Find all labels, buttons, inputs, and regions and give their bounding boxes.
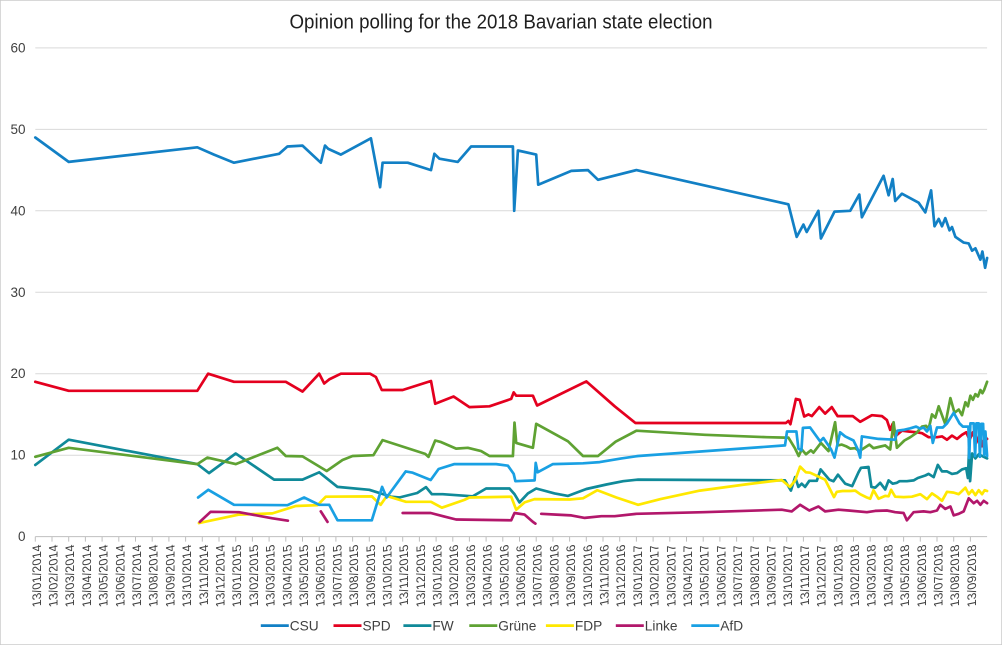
svg-text:50: 50 xyxy=(10,122,25,137)
svg-text:Linke: Linke xyxy=(645,618,678,633)
svg-text:13/04/2018: 13/04/2018 xyxy=(882,543,896,608)
svg-text:13/07/2016: 13/07/2016 xyxy=(531,543,545,608)
svg-text:13/03/2014: 13/03/2014 xyxy=(63,543,77,608)
svg-text:13/03/2016: 13/03/2016 xyxy=(464,543,478,608)
svg-text:13/09/2016: 13/09/2016 xyxy=(564,543,578,608)
svg-text:13/12/2014: 13/12/2014 xyxy=(214,543,228,608)
svg-text:13/04/2017: 13/04/2017 xyxy=(681,543,695,608)
svg-text:13/10/2014: 13/10/2014 xyxy=(180,543,194,608)
svg-text:13/12/2017: 13/12/2017 xyxy=(815,543,829,608)
svg-text:Opinion polling for the 2018 B: Opinion polling for the 2018 Bavarian st… xyxy=(290,12,713,34)
svg-text:13/01/2014: 13/01/2014 xyxy=(30,543,44,608)
svg-text:13/05/2018: 13/05/2018 xyxy=(898,543,912,608)
svg-text:13/07/2015: 13/07/2015 xyxy=(331,543,345,608)
svg-text:20: 20 xyxy=(10,366,25,381)
svg-text:13/02/2016: 13/02/2016 xyxy=(447,543,461,608)
svg-text:13/05/2016: 13/05/2016 xyxy=(497,543,511,608)
svg-text:13/02/2017: 13/02/2017 xyxy=(648,543,662,608)
svg-text:13/12/2015: 13/12/2015 xyxy=(414,543,428,608)
svg-text:13/10/2017: 13/10/2017 xyxy=(781,543,795,608)
svg-text:10: 10 xyxy=(10,448,25,463)
svg-text:13/08/2017: 13/08/2017 xyxy=(748,543,762,608)
svg-text:13/02/2015: 13/02/2015 xyxy=(247,543,261,608)
svg-text:0: 0 xyxy=(18,529,26,544)
svg-text:CSU: CSU xyxy=(290,618,319,633)
svg-text:13/04/2016: 13/04/2016 xyxy=(481,543,495,608)
svg-text:13/02/2014: 13/02/2014 xyxy=(47,543,61,608)
svg-text:13/07/2018: 13/07/2018 xyxy=(932,543,946,608)
svg-text:FDP: FDP xyxy=(575,618,602,633)
svg-text:13/06/2014: 13/06/2014 xyxy=(113,543,127,608)
svg-text:13/01/2015: 13/01/2015 xyxy=(230,543,244,608)
svg-text:13/03/2015: 13/03/2015 xyxy=(264,543,278,608)
svg-text:13/04/2015: 13/04/2015 xyxy=(280,543,294,608)
svg-text:13/09/2015: 13/09/2015 xyxy=(364,543,378,608)
svg-text:13/06/2015: 13/06/2015 xyxy=(314,543,328,608)
svg-text:13/05/2015: 13/05/2015 xyxy=(297,543,311,608)
svg-text:13/09/2017: 13/09/2017 xyxy=(765,543,779,608)
svg-text:SPD: SPD xyxy=(363,618,391,633)
svg-text:13/01/2018: 13/01/2018 xyxy=(831,543,845,608)
svg-text:13/11/2014: 13/11/2014 xyxy=(197,543,211,607)
svg-text:13/08/2015: 13/08/2015 xyxy=(347,543,361,608)
svg-text:13/10/2015: 13/10/2015 xyxy=(381,543,395,608)
svg-text:FW: FW xyxy=(432,618,453,633)
svg-text:13/06/2017: 13/06/2017 xyxy=(715,543,729,608)
svg-text:30: 30 xyxy=(10,285,25,300)
svg-text:13/07/2014: 13/07/2014 xyxy=(130,543,144,608)
svg-text:13/11/2016: 13/11/2016 xyxy=(598,543,612,607)
svg-text:13/05/2014: 13/05/2014 xyxy=(97,543,111,608)
svg-text:13/09/2014: 13/09/2014 xyxy=(164,543,178,608)
svg-text:13/11/2015: 13/11/2015 xyxy=(397,543,411,607)
svg-text:13/10/2016: 13/10/2016 xyxy=(581,543,595,608)
svg-text:13/04/2014: 13/04/2014 xyxy=(80,543,94,608)
svg-text:13/06/2016: 13/06/2016 xyxy=(514,543,528,608)
svg-text:AfD: AfD xyxy=(720,618,743,633)
svg-text:40: 40 xyxy=(10,203,25,218)
svg-text:13/12/2016: 13/12/2016 xyxy=(614,543,628,608)
svg-text:Grüne: Grüne xyxy=(498,618,536,633)
svg-text:13/03/2017: 13/03/2017 xyxy=(664,543,678,608)
svg-text:13/05/2017: 13/05/2017 xyxy=(698,543,712,608)
svg-text:13/01/2016: 13/01/2016 xyxy=(431,543,445,608)
svg-text:13/07/2017: 13/07/2017 xyxy=(731,543,745,608)
svg-text:13/06/2018: 13/06/2018 xyxy=(915,543,929,608)
svg-text:13/08/2014: 13/08/2014 xyxy=(147,543,161,608)
svg-text:13/08/2018: 13/08/2018 xyxy=(948,543,962,608)
svg-text:13/09/2018: 13/09/2018 xyxy=(965,543,979,608)
svg-text:13/11/2017: 13/11/2017 xyxy=(798,543,812,607)
svg-text:13/01/2017: 13/01/2017 xyxy=(631,543,645,608)
svg-text:13/02/2018: 13/02/2018 xyxy=(848,543,862,608)
svg-text:60: 60 xyxy=(10,40,25,55)
svg-text:13/08/2016: 13/08/2016 xyxy=(548,543,562,608)
svg-text:13/03/2018: 13/03/2018 xyxy=(865,543,879,608)
